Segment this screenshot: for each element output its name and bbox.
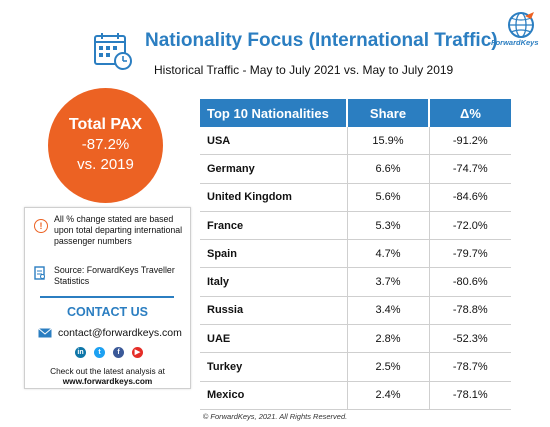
country-cell: France (200, 211, 348, 241)
linkedin-icon[interactable]: in (75, 347, 86, 358)
table-row: Mexico 2.4% -78.1% (200, 381, 511, 410)
total-pax-title: Total PAX (68, 116, 143, 133)
change-cell: -72.0% (429, 211, 511, 241)
table-row: USA 15.9% -91.2% (200, 127, 511, 156)
country-cell: Russia (200, 296, 348, 326)
calendar-icon (94, 33, 132, 70)
nationality-table: Top 10 Nationalities Share Δ% USA 15.9% -9… (200, 99, 511, 410)
table-row: Germany 6.6% -74.7% (200, 154, 511, 184)
total-pax-badge: Total PAX -87.2% vs. 2019 (48, 88, 163, 203)
share-cell: 2.8% (347, 324, 430, 354)
country-cell: United Kingdom (200, 183, 348, 212)
mail-icon (38, 328, 52, 338)
website-link[interactable]: www.forwardkeys.com (62, 376, 153, 386)
country-cell: Mexico (200, 381, 348, 410)
change-cell: -84.6% (429, 183, 511, 212)
table-header-row: Top 10 Nationalities Share Δ% (200, 99, 511, 127)
contact-heading: CONTACT US (66, 305, 148, 319)
share-cell: 3.4% (347, 296, 430, 326)
change-cell: -52.3% (429, 324, 511, 354)
table-row: Spain 4.7% -79.7% (200, 239, 511, 269)
change-cell: -91.2% (429, 127, 511, 156)
total-pax-change: -87.2% (81, 136, 130, 153)
methodology-note: All % change stated are based upon total… (54, 214, 183, 246)
page-title: Nationality Focus (International Traffic… (145, 30, 498, 51)
contact-email-link[interactable]: contact@forwardkeys.com (58, 327, 182, 339)
table-row: UAE 2.8% -52.3% (200, 324, 511, 354)
info-panel (24, 207, 191, 389)
change-cell: -80.6% (429, 267, 511, 297)
country-cell: Turkey (200, 352, 348, 382)
column-header-change: Δ% (429, 99, 511, 127)
change-cell: -74.7% (429, 154, 511, 184)
share-cell: 5.3% (347, 211, 430, 241)
document-icon (34, 266, 45, 280)
table-row: Russia 3.4% -78.8% (200, 296, 511, 326)
youtube-icon[interactable]: ▶ (132, 347, 143, 358)
share-cell: 2.4% (347, 381, 430, 410)
column-header-share: Share (347, 99, 430, 127)
change-cell: -79.7% (429, 239, 511, 269)
change-cell: -78.7% (429, 352, 511, 382)
copyright-footer: © ForwardKeys, 2021. All Rights Reserved… (202, 412, 348, 421)
country-cell: Spain (200, 239, 348, 269)
change-cell: -78.8% (429, 296, 511, 326)
column-header-nationality: Top 10 Nationalities (200, 99, 348, 127)
share-cell: 4.7% (347, 239, 430, 269)
share-cell: 6.6% (347, 154, 430, 184)
table-row: United Kingdom 5.6% -84.6% (200, 183, 511, 212)
share-cell: 2.5% (347, 352, 430, 382)
share-cell: 5.6% (347, 183, 430, 212)
country-cell: USA (200, 127, 348, 156)
brand-logo-text: ForwardKeys (491, 38, 539, 47)
table-row: Turkey 2.5% -78.7% (200, 352, 511, 382)
table-row: France 5.3% -72.0% (200, 211, 511, 241)
table-row: Italy 3.7% -80.6% (200, 267, 511, 297)
facebook-icon[interactable]: f (113, 347, 124, 358)
globe-logo-icon (508, 12, 534, 38)
twitter-icon[interactable]: t (94, 347, 105, 358)
divider (40, 296, 174, 298)
share-cell: 15.9% (347, 127, 430, 156)
country-cell: Germany (200, 154, 348, 184)
cta-text: Check out the latest analysis at (50, 366, 165, 376)
share-cell: 3.7% (347, 267, 430, 297)
country-cell: UAE (200, 324, 348, 354)
page-subtitle: Historical Traffic - May to July 2021 vs… (154, 63, 454, 77)
exclamation-icon: ! (34, 219, 48, 233)
total-pax-comparison: vs. 2019 (77, 156, 134, 173)
change-cell: -78.1% (429, 381, 511, 410)
source-note: Source: ForwardKeys Traveller Statistics (54, 265, 175, 286)
country-cell: Italy (200, 267, 348, 297)
